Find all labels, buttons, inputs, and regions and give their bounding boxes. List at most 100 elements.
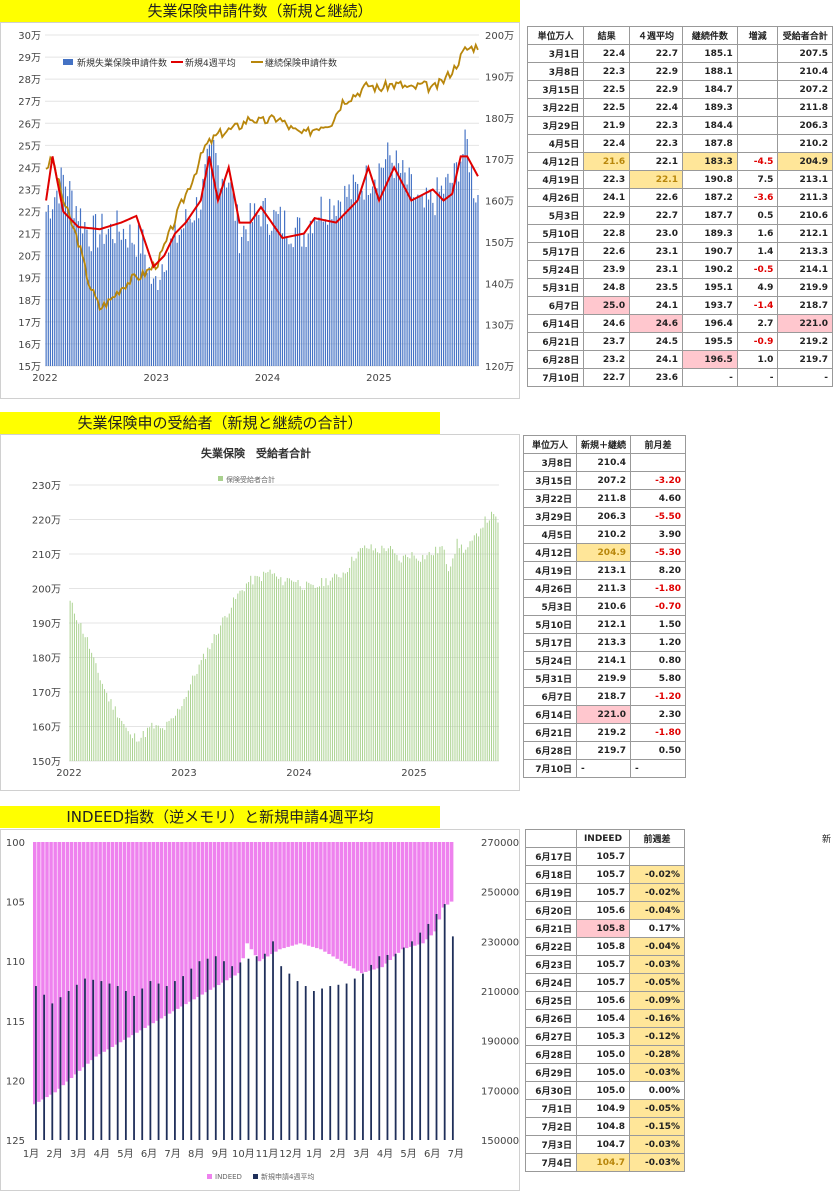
y-right-tick-label: 230000 xyxy=(481,937,519,948)
claims-avg-bar xyxy=(288,973,291,1140)
table-cell: -0.16% xyxy=(629,1009,685,1028)
recipients-bar xyxy=(112,709,114,761)
claims-bar xyxy=(260,226,262,366)
claims-bar xyxy=(331,219,333,366)
table-header-row: 単位万人 結果 ４週平均 継続件数 増減 受給者合計 xyxy=(526,26,833,45)
claims-bar xyxy=(445,177,447,366)
recipients-bar xyxy=(209,649,211,761)
claims-avg-bar xyxy=(378,956,381,1140)
y-left-tick-label: 115 xyxy=(6,1017,25,1028)
table-cell: 184.4 xyxy=(681,116,738,135)
table-cell: 218.7 xyxy=(575,687,632,706)
indeed-bar xyxy=(151,842,156,1024)
claims-bar xyxy=(47,204,49,366)
indeed-bar xyxy=(323,842,327,952)
claims-bar xyxy=(129,224,131,366)
table-cell: -0.09% xyxy=(629,991,685,1010)
recipients-bar xyxy=(187,690,189,761)
indeed-bar xyxy=(298,842,303,944)
claims-bar xyxy=(176,242,178,366)
table-cell: 22.5 xyxy=(583,98,631,117)
table-cell: 22.3 xyxy=(583,62,631,81)
table-cell: 4月26日 xyxy=(526,188,585,207)
claims-bar xyxy=(348,184,350,366)
recipients-bar xyxy=(190,684,192,761)
recipients-table: 単位万人 新規＋継続 前月差 3月8日 210.4 3月15日 207.2 -3.20 3月22… xyxy=(523,435,687,778)
y-left-tick-label: 27万 xyxy=(18,97,41,108)
claims-bar xyxy=(185,209,187,366)
recipients-bar xyxy=(248,582,250,761)
indeed-bar xyxy=(192,842,196,1000)
claims-bar xyxy=(195,197,198,366)
recipients-bar xyxy=(497,522,499,761)
recipients-bar xyxy=(426,555,428,761)
indeed-bar xyxy=(249,842,254,950)
indeed-bar xyxy=(188,842,192,1002)
table-cell: 196.4 xyxy=(681,314,738,333)
claims-bar xyxy=(243,225,245,366)
claims-bar xyxy=(296,217,299,366)
recipients-bar xyxy=(428,551,430,761)
recipients-bar xyxy=(224,615,226,761)
table-cell: 104.9 xyxy=(576,1099,630,1118)
claims-bar xyxy=(395,150,397,366)
indeed-bar xyxy=(176,842,180,1009)
y-left-tick-label: 19万 xyxy=(18,274,41,285)
table-cell: 23.0 xyxy=(629,224,683,243)
y-left-tick-label: 18万 xyxy=(18,296,41,307)
chart2-panel: 失業保険 受給者合計 保険受給者合計 150万 160万 170万 180万 190万 200… xyxy=(0,434,520,791)
claims-avg-bar xyxy=(321,988,323,1140)
indeed-bar xyxy=(445,842,450,905)
table-cell: -5.30 xyxy=(630,543,687,562)
indeed-bar xyxy=(376,842,380,969)
recipients-bar xyxy=(131,738,133,761)
claims-avg-bar xyxy=(411,941,413,1140)
indeed-bar xyxy=(114,842,119,1045)
banner-claims: 失業保険申請件数（新規と継続） xyxy=(0,0,520,22)
recipients-bar xyxy=(342,572,344,761)
banner-indeed: INDEED指数（逆メモリ）と新規申請4週平均 xyxy=(0,806,440,828)
recipients-bar xyxy=(450,566,452,761)
claims-bar xyxy=(223,179,226,366)
claims-bar xyxy=(350,199,352,366)
claims-bar xyxy=(236,204,238,366)
claims-bar xyxy=(447,173,449,366)
recipients-bar xyxy=(443,549,445,761)
claims-avg-bar xyxy=(84,978,86,1140)
claims-avg-bar xyxy=(124,991,127,1140)
recipients-bar xyxy=(422,554,424,761)
recipients-bar xyxy=(349,567,351,761)
legend-label: 新規申請4週平均 xyxy=(261,1172,314,1181)
claims-bar xyxy=(64,186,67,366)
claims-bar xyxy=(344,185,346,366)
claims-bar xyxy=(279,206,281,366)
y-left-tick-label: 25万 xyxy=(18,141,41,152)
recipients-bar xyxy=(353,560,355,761)
table-cell: 187.2 xyxy=(681,188,738,207)
recipients-bar xyxy=(144,737,146,761)
claims-bar xyxy=(168,252,170,366)
claims-bar xyxy=(318,217,320,366)
claims-bar xyxy=(391,162,393,366)
table-cell: 4月12日 xyxy=(523,543,577,562)
table-cell xyxy=(630,453,687,472)
legend-label: 継続保険申請件数 xyxy=(265,57,337,69)
claims-bar xyxy=(385,159,387,366)
claims-avg-bar xyxy=(386,954,389,1140)
claims-avg-bar xyxy=(353,978,356,1140)
table-cell: - xyxy=(777,368,833,387)
claims-bar xyxy=(475,202,477,366)
indeed-bar xyxy=(167,842,172,1014)
recipients-bar xyxy=(181,706,183,761)
table-row: 6月28日 23.2 24.1 196.5 1.0 219.7 xyxy=(526,350,833,369)
claims-bar xyxy=(419,195,421,366)
legend-label: 新規失業保険申請件数 xyxy=(77,57,167,69)
table-header-cell: 単位万人 xyxy=(526,26,585,45)
claims-bar xyxy=(387,142,389,366)
table-cell: 22.5 xyxy=(583,80,631,99)
table-cell: 2.30 xyxy=(630,705,687,724)
indeed-bar xyxy=(245,842,250,944)
table-cell: 6月28日 xyxy=(523,741,577,760)
claims-bar xyxy=(466,139,468,366)
recipients-bar xyxy=(278,578,280,761)
